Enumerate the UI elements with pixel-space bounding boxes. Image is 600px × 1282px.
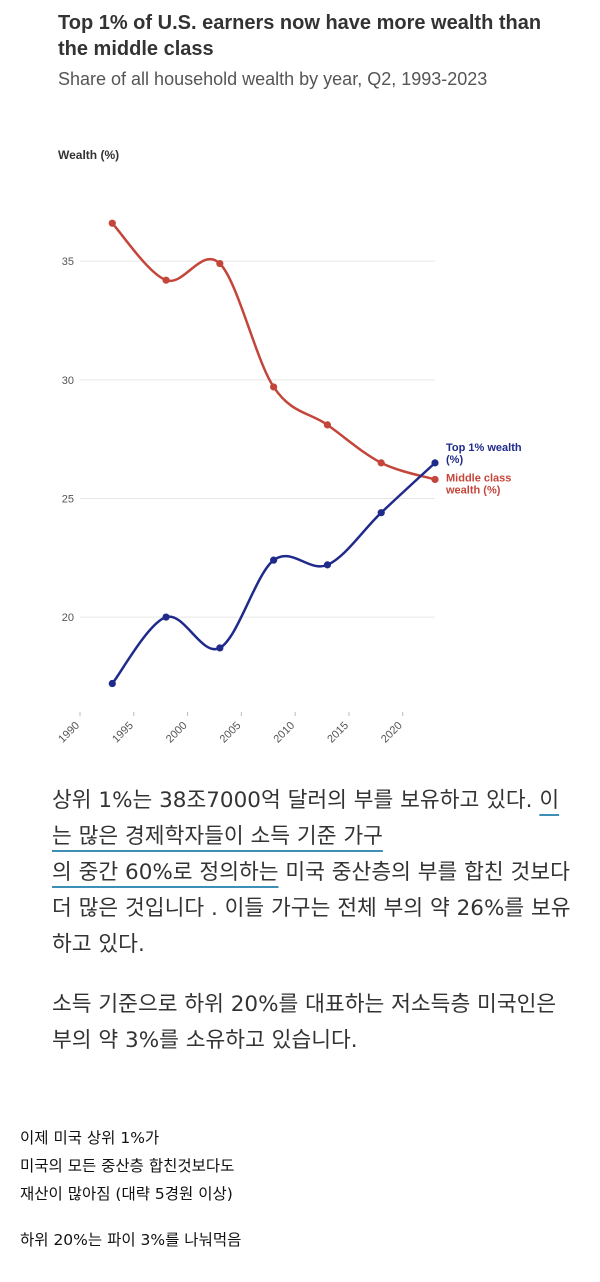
data-point xyxy=(323,421,332,429)
data-point xyxy=(162,276,170,284)
data-point xyxy=(270,556,278,564)
x-tick-label: 2010 xyxy=(271,720,297,746)
series-label: Middle class xyxy=(446,472,511,484)
article-text: 미국 중산층의 부를 합친 것보다 더 많은 것입니다 . 이들 가구는 전체 … xyxy=(52,860,571,957)
x-tick-label: 1995 xyxy=(110,720,136,746)
data-point xyxy=(377,509,385,517)
data-point xyxy=(431,459,439,467)
comment-line: 재산이 많아짐 (대략 5경원 이상) xyxy=(20,1185,233,1203)
y-axis-title: Wealth (%) xyxy=(58,148,120,162)
comment-block: 이제 미국 상위 1%가 미국의 모든 중산층 합친것보다도 재산이 많아짐 (… xyxy=(20,1124,580,1208)
data-point xyxy=(108,679,116,688)
data-point xyxy=(431,475,439,484)
x-tick-label: 2005 xyxy=(218,720,244,746)
x-tick-label: 2020 xyxy=(379,720,405,746)
underlined-text: 이는 많은 경제학자들이 소득 기준 가구 xyxy=(52,788,560,849)
comment-line: 이제 미국 상위 1%가 xyxy=(20,1129,160,1147)
chart-title: Top 1% of U.S. earners now have more wea… xyxy=(58,12,542,60)
chart-card: Top 1% of U.S. earners now have more wea… xyxy=(56,12,542,746)
series-label: Top 1% wealth xyxy=(446,442,522,454)
data-point xyxy=(162,613,170,621)
series-label: (%) xyxy=(446,454,463,466)
series-label: wealth (%) xyxy=(445,484,501,496)
data-point xyxy=(108,219,116,227)
y-tick-label: 30 xyxy=(62,375,74,387)
data-point xyxy=(270,383,278,391)
line-chart: 20 25 30 35 1990 1995 2000 2005 2010 2015 2020 Top … xyxy=(56,219,522,746)
article-text: 상위 1%는 38조7000억 달러의 부를 보유하고 있다. xyxy=(52,788,540,813)
x-tick-label: 2015 xyxy=(325,720,351,746)
data-point xyxy=(377,459,385,467)
underlined-text: 의 중간 60%로 정의하는 xyxy=(52,860,279,885)
comment-line: 미국의 모든 중산층 합친것보다도 xyxy=(20,1157,235,1175)
y-tick-label: 35 xyxy=(62,256,74,268)
data-point xyxy=(216,259,224,268)
x-tick-label: 1990 xyxy=(56,720,82,746)
chart-subtitle: Share of all household wealth by year, Q… xyxy=(58,69,488,89)
series-line xyxy=(111,461,437,685)
data-point xyxy=(323,561,332,569)
article-paragraph-2: 소득 기준으로 하위 20%를 대표하는 저소득층 미국인은 부의 약 3%를 … xyxy=(52,992,557,1053)
y-tick-label: 20 xyxy=(62,612,74,624)
y-tick-label: 25 xyxy=(62,493,74,505)
comment-summary: 하위 20%는 파이 3%를 나눠먹음 xyxy=(20,1231,242,1249)
x-tick-label: 2000 xyxy=(164,720,190,746)
data-point xyxy=(216,644,224,652)
article-paragraph-1: 상위 1%는 38조7000억 달러의 부를 보유하고 있다. 이는 많은 경제… xyxy=(52,783,572,963)
